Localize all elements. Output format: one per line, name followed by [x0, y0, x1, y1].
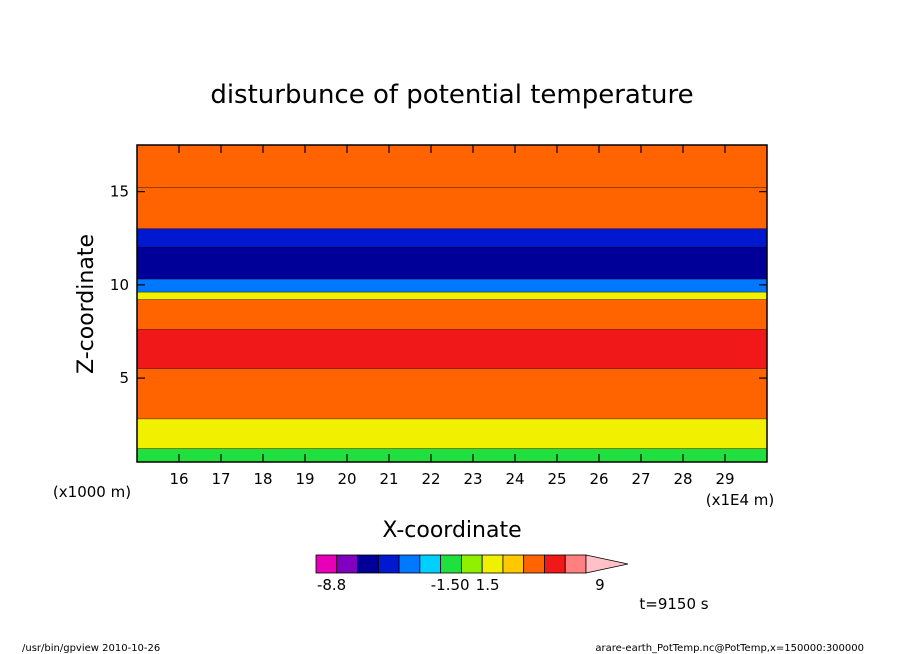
- colorbar-swatch: [564, 554, 587, 574]
- x-tick-label: 22: [421, 470, 440, 488]
- x-tick-label: 25: [547, 470, 566, 488]
- colorbar-label: 1.5: [476, 576, 500, 594]
- y-tick-label: 15: [110, 183, 129, 201]
- x-tick-label: 16: [169, 470, 188, 488]
- plot-area: [136, 144, 768, 463]
- x-tick-label: 27: [631, 470, 650, 488]
- x-tick-label: 21: [379, 470, 398, 488]
- colorbar-swatch: [419, 554, 442, 574]
- colorbar-swatch: [544, 554, 566, 574]
- footer-left: /usr/bin/gpview 2010-10-26: [22, 643, 160, 654]
- contour-band-2: [137, 228, 767, 248]
- contour-band-6: [137, 299, 767, 330]
- y-units-label: (x1000 m): [53, 483, 131, 501]
- y-axis: 5 10 15: [110, 183, 767, 387]
- contour-band-7: [137, 329, 767, 369]
- colorbar-swatch: [315, 554, 338, 574]
- contour-band-9: [137, 419, 767, 449]
- contour-band-0: [137, 145, 767, 188]
- x-tick-label: 17: [211, 470, 230, 488]
- contour-band-1: [137, 187, 767, 229]
- contour-band-8: [137, 368, 767, 420]
- contour-band-4: [137, 279, 767, 293]
- colorbar-swatch: [460, 554, 483, 574]
- x-tick-label: 26: [589, 470, 608, 488]
- contour-field: [137, 145, 767, 462]
- x-axis-label: X-coordinate: [382, 518, 521, 543]
- colorbar-label: 9: [595, 576, 605, 594]
- colorbar-swatch: [481, 554, 504, 574]
- x-tick-label: 19: [295, 470, 314, 488]
- colorbar-swatch: [523, 554, 545, 574]
- y-tick-label: 5: [119, 369, 129, 387]
- colorbar-arrow: [585, 554, 629, 574]
- x-units-label: (x1E4 m): [706, 491, 775, 509]
- x-tick-label: 23: [463, 470, 482, 488]
- contour-band-10: [137, 448, 767, 462]
- x-tick-label: 28: [673, 470, 692, 488]
- x-tick-label: 18: [253, 470, 272, 488]
- colorbar-swatch: [398, 554, 421, 574]
- footer-right: arare-earth_PotTemp.nc@PotTemp,x=150000:…: [595, 643, 864, 654]
- time-label: t=9150 s: [639, 595, 708, 613]
- contour-band-5: [137, 292, 767, 300]
- colorbar-label: -8.8: [317, 576, 346, 594]
- colorbar-swatch: [502, 554, 525, 574]
- colorbar-swatch: [357, 554, 379, 574]
- x-tick-label: 29: [715, 470, 734, 488]
- colorbar-label: -1.50: [431, 576, 470, 594]
- chart-title: disturbunce of potential temperature: [210, 80, 693, 110]
- y-tick-label: 10: [110, 276, 129, 294]
- y-axis-label: Z-coordinate: [74, 234, 99, 374]
- x-tick-label: 24: [505, 470, 524, 488]
- contour-band-3: [137, 247, 767, 280]
- colorbar-swatch: [377, 554, 400, 574]
- colorbar-swatch: [336, 554, 358, 574]
- x-tick-label: 20: [337, 470, 356, 488]
- x-axis: 16 17 18 19 20 21 22 23 24 25 26 27 28 29: [169, 145, 735, 488]
- plot-frame: [136, 144, 768, 463]
- colorbar: -8.8 -1.50 1.5 9: [315, 554, 629, 594]
- colorbar-swatch: [440, 554, 462, 574]
